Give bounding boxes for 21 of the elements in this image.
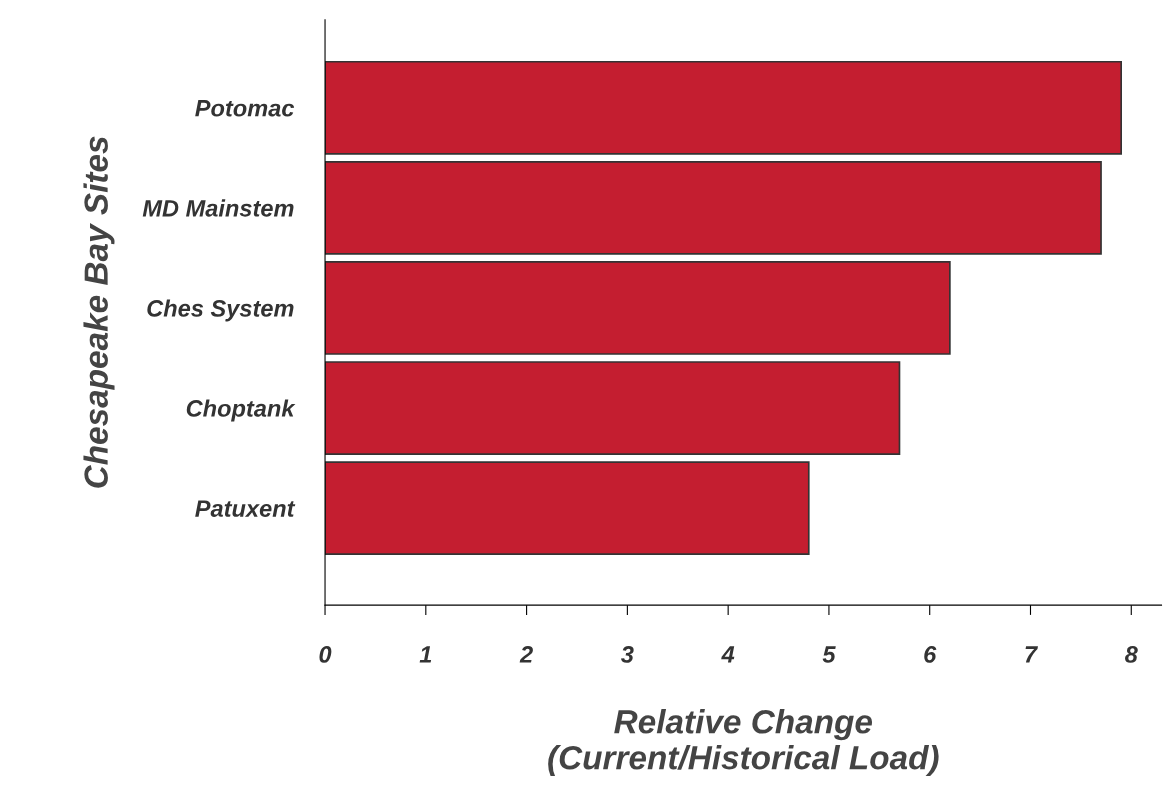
y-tick-label: Potomac xyxy=(195,100,295,117)
y-tick-label: Choptank xyxy=(186,399,296,422)
x-tick-label: 2 xyxy=(519,646,533,663)
x-tick-label: 7 xyxy=(1025,646,1038,663)
bar xyxy=(325,261,951,355)
y-tick-label: Patuxent xyxy=(195,500,296,517)
x-tick-label: 5 xyxy=(822,646,836,663)
x-tick-label: 3 xyxy=(620,646,634,663)
x-tick-label: 6 xyxy=(924,646,937,663)
x-axis-title: Relative Change (Current/Historical Load) xyxy=(548,709,939,777)
y-axis-title: Chesapeake Bay Sites xyxy=(83,136,115,488)
y-tick-label: MD Mainstem xyxy=(142,199,294,217)
x-tick-label: 1 xyxy=(419,646,432,663)
x-tick-label: 4 xyxy=(721,646,735,663)
x-tick-label: 8 xyxy=(1125,646,1138,663)
y-tick-label: Ches System xyxy=(147,299,294,322)
x-tick-label: 0 xyxy=(319,646,332,663)
bar xyxy=(325,160,1102,255)
bar xyxy=(325,361,901,455)
bar xyxy=(325,461,810,555)
bar xyxy=(325,60,1123,155)
